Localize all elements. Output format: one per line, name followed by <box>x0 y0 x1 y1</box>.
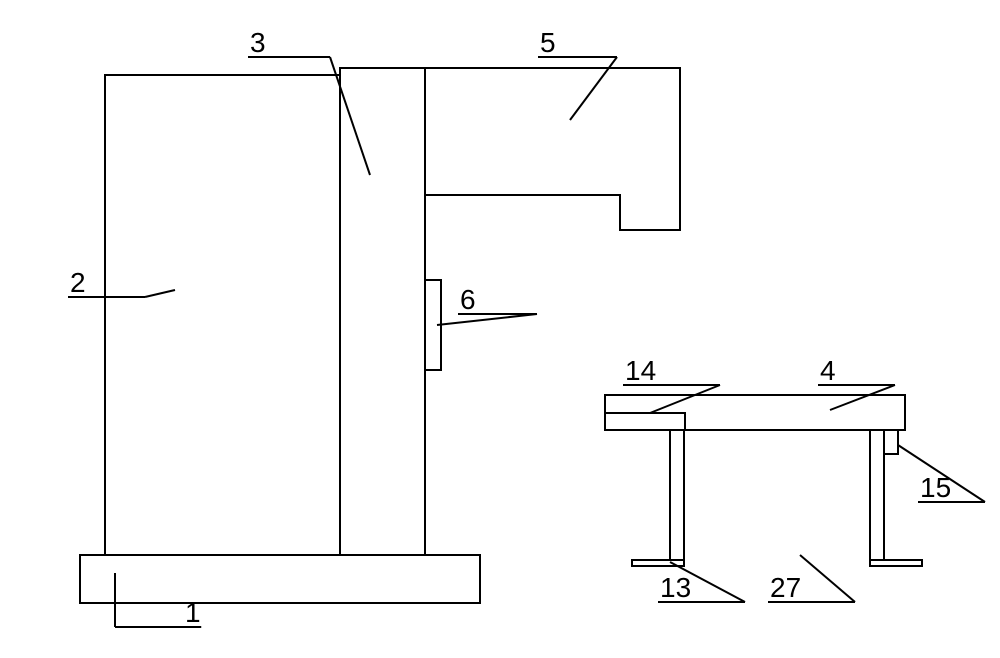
shape-top-5 <box>425 68 680 230</box>
shape-block-15 <box>884 430 898 454</box>
diagram-svg <box>0 0 1000 658</box>
label-3: 3 <box>250 27 266 59</box>
shape-leg-right <box>870 430 884 560</box>
shape-body-2 <box>105 75 340 555</box>
label-leader-2 <box>145 290 175 297</box>
label-27: 27 <box>770 572 801 604</box>
shape-column-3 <box>340 68 425 555</box>
label-15: 15 <box>920 472 951 504</box>
label-6: 6 <box>460 284 476 316</box>
label-5: 5 <box>540 27 556 59</box>
label-14: 14 <box>625 355 656 387</box>
label-4: 4 <box>820 355 836 387</box>
label-leader-3 <box>330 57 370 175</box>
label-leader-6 <box>437 314 537 325</box>
label-13: 13 <box>660 572 691 604</box>
shape-notch-14 <box>605 413 685 430</box>
label-1: 1 <box>185 597 201 629</box>
label-leader-27 <box>800 555 855 602</box>
diagram-canvas: 1 2 3 5 6 14 4 15 13 27 <box>0 0 1000 658</box>
shape-base-1 <box>80 555 480 603</box>
label-leader-5 <box>570 57 617 120</box>
label-2: 2 <box>70 267 86 299</box>
shape-leg-left <box>670 430 684 560</box>
shape-foot-right <box>870 560 922 566</box>
